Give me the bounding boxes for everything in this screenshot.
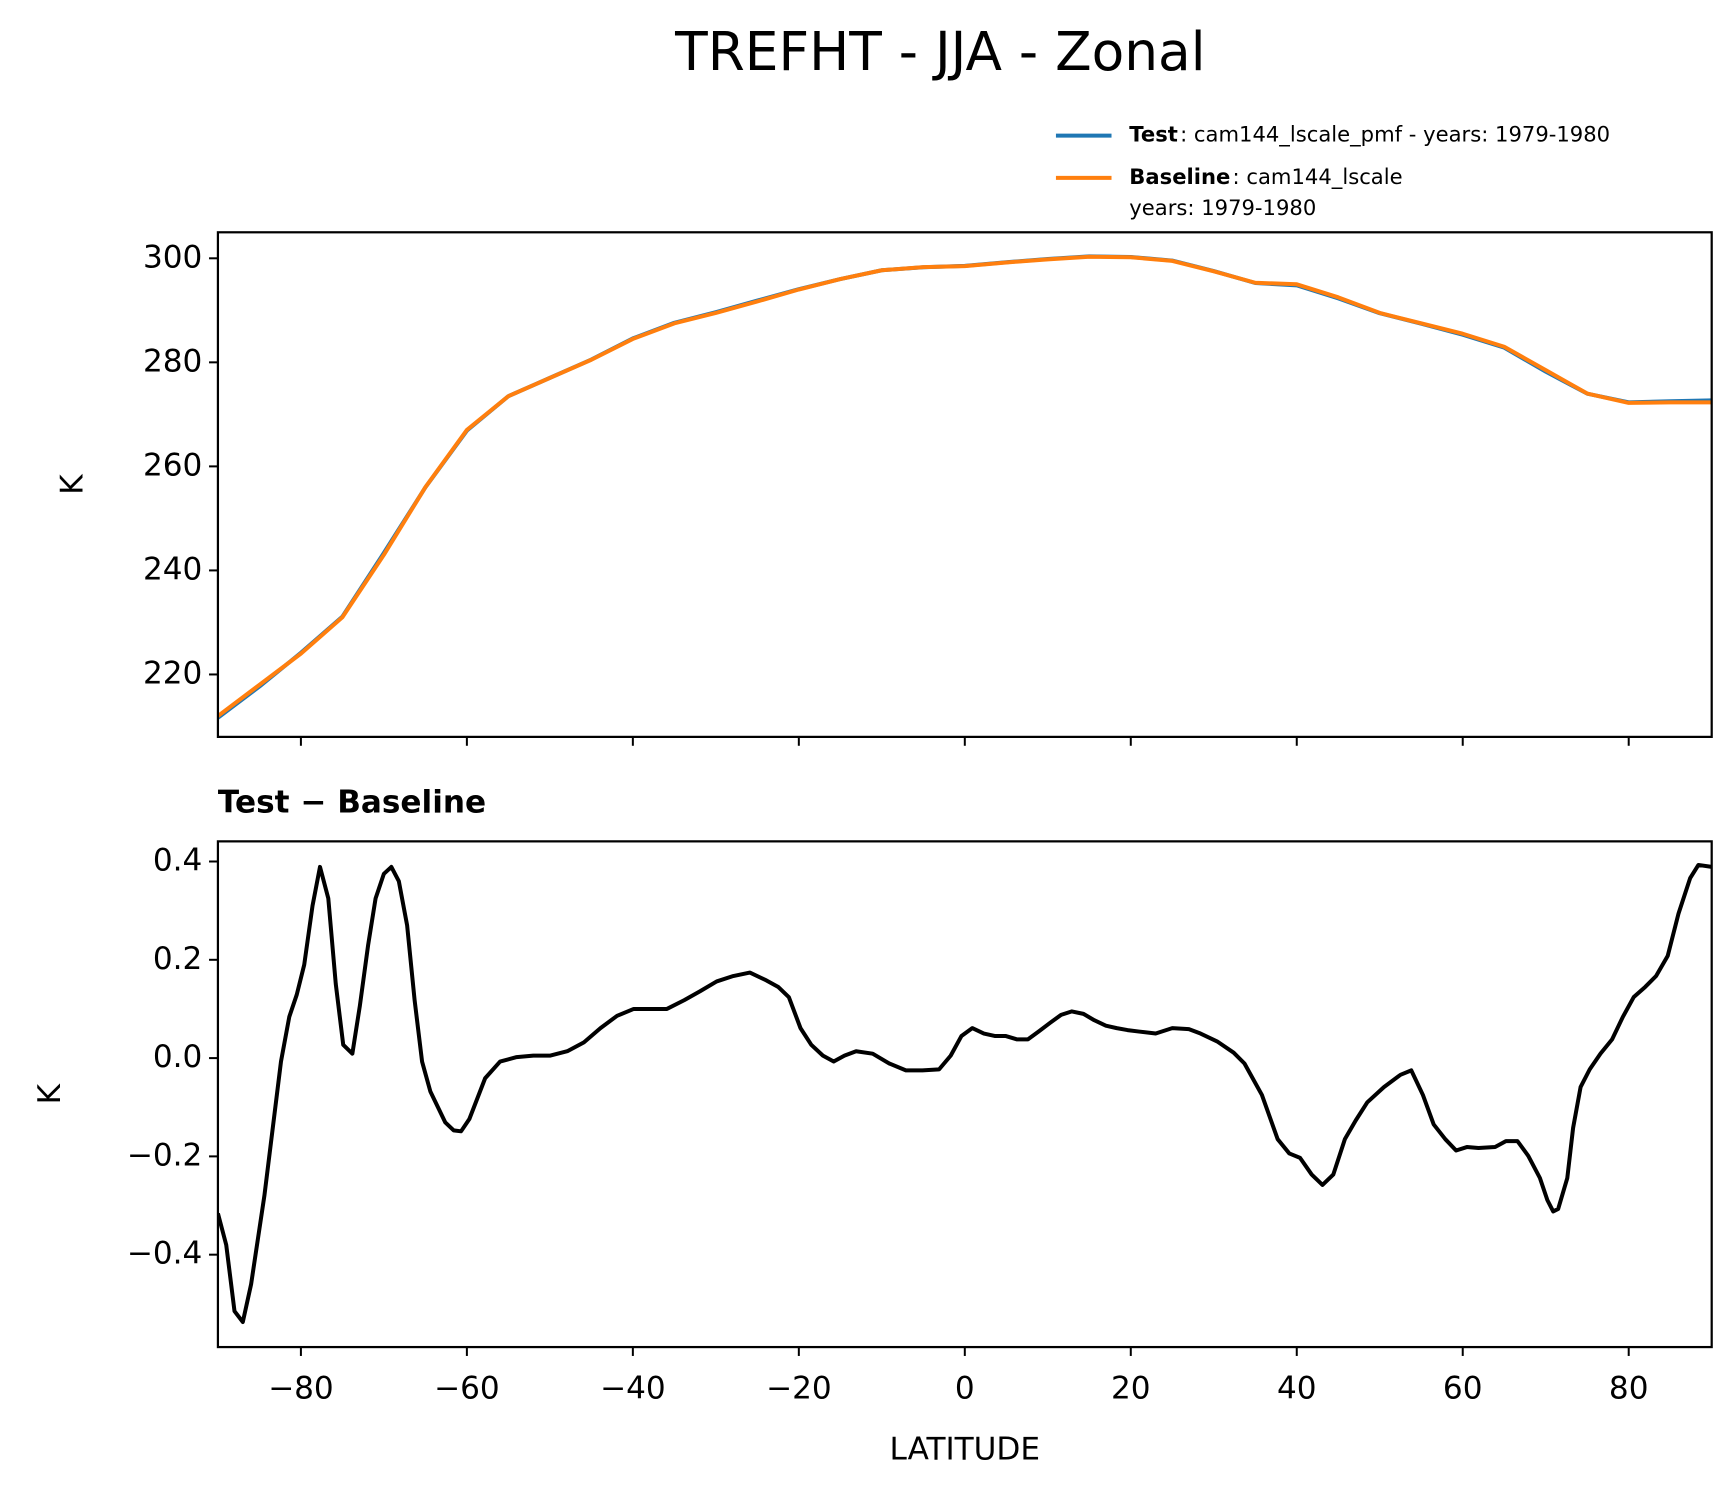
y-axis-label: K [54,473,90,495]
x-tick-label: 80 [1609,1370,1649,1406]
y-tick-label: 240 [143,551,202,587]
x-tick-label: −20 [766,1370,832,1406]
legend-name: Test [1129,122,1178,147]
axes-title: Test − Baseline [218,785,486,821]
x-tick-label: 20 [1111,1370,1151,1406]
figure-title: TREFHT - JJA - Zonal [674,20,1205,83]
x-tick-label: −80 [268,1370,334,1406]
y-tick-label: 0.0 [153,1039,202,1075]
y-tick-label: 0.2 [153,941,202,977]
legend-name: Baseline [1129,164,1230,189]
x-tick-label: 60 [1443,1370,1483,1406]
y-tick-label: −0.2 [127,1137,203,1173]
plot-area [217,862,1712,1325]
series [217,254,1712,718]
y-tick-label: 0.4 [153,843,202,879]
x-tick-label: −60 [434,1370,500,1406]
y-axis-label: K [32,1082,68,1104]
x-tick-label: 40 [1277,1370,1317,1406]
x-tick-label: −40 [600,1370,666,1406]
legend-text: : cam144_lscale [1233,164,1403,190]
y-tick-label: 260 [143,447,202,483]
y-tick-label: −0.4 [127,1236,203,1272]
y-tick-label: 220 [143,655,202,691]
y-tick-label: 280 [143,343,202,379]
line [217,254,1712,718]
y-tick-label: 300 [143,239,202,275]
plot-area [217,254,1712,720]
legend-text: : cam144_lscale_pmf - years: 1979-1980 [1180,122,1610,148]
line [217,862,1712,1325]
legend-text: years: 1979-1980 [1129,195,1316,220]
x-axis-label: LATITUDE [890,1431,1040,1467]
x-tick-label: 0 [955,1370,975,1406]
